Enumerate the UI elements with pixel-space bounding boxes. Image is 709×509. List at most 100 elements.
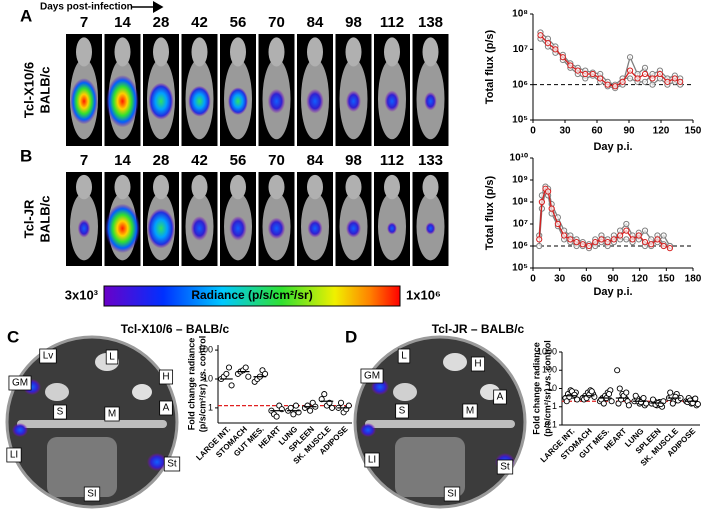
point	[649, 75, 656, 82]
mouse-head	[268, 37, 285, 67]
y-tick-label: 0.1	[544, 419, 557, 429]
organ-label: A	[497, 392, 504, 403]
x-tick-label: 0	[530, 126, 536, 137]
point	[667, 389, 674, 396]
point	[245, 373, 252, 380]
point	[625, 402, 632, 409]
day-label: 98	[345, 152, 362, 169]
point	[614, 367, 621, 374]
signal	[190, 216, 209, 241]
point	[604, 81, 611, 88]
y-tick-label: 10¹⁰	[510, 153, 528, 164]
point	[641, 64, 649, 71]
x-axis-label: Day p.i.	[593, 141, 632, 153]
point	[669, 400, 676, 407]
point	[660, 242, 667, 250]
organ-label-box	[105, 349, 119, 365]
x-tick-label: 30	[554, 274, 566, 285]
mouse-head	[307, 174, 323, 200]
panel-title: Tcl-X10/6 – BALB/c	[121, 322, 230, 336]
organ-label: SI	[447, 489, 456, 500]
point	[626, 67, 634, 74]
point	[612, 83, 619, 90]
point	[225, 364, 233, 371]
point	[619, 78, 626, 85]
mouse-head	[114, 174, 131, 200]
signal	[306, 88, 324, 114]
panel-letter: A	[20, 6, 32, 25]
organ-label: Lv	[43, 351, 54, 362]
point	[666, 245, 673, 252]
y-tick-label: 10⁷	[513, 44, 528, 55]
point	[692, 395, 699, 402]
point	[228, 382, 235, 389]
point	[574, 396, 581, 403]
point	[304, 402, 311, 409]
y-axis-label: (p/s/cm²/sr) vs. control	[197, 336, 207, 433]
row-label: BALB/c	[37, 196, 52, 243]
colorbar-min: 3x10³	[65, 287, 99, 302]
signal	[424, 91, 437, 111]
organ-label: L	[109, 352, 115, 363]
y-tick-label: 10⁷	[513, 219, 528, 230]
organ-label: L	[401, 351, 407, 362]
x-tick-label: 90	[623, 126, 635, 137]
panel-title: Tcl-JR – BALB/c	[432, 322, 525, 336]
organ-label: M	[466, 406, 474, 417]
signal	[267, 217, 286, 240]
point	[660, 232, 667, 239]
point	[600, 400, 607, 407]
day-label: 14	[114, 14, 131, 31]
point	[654, 236, 661, 243]
y-tick-label: 10	[547, 383, 557, 393]
organ-label-box	[360, 368, 384, 384]
panel-header: Days post-infection	[40, 2, 133, 13]
colorbar-title: Radiance (p/s/cm²/sr)	[191, 288, 312, 302]
point	[626, 54, 634, 61]
point	[262, 370, 269, 377]
signal	[70, 78, 98, 125]
point	[623, 220, 630, 228]
point	[623, 236, 630, 243]
signal	[229, 216, 247, 241]
x-tick-label: 150	[685, 126, 702, 137]
day-label: 112	[380, 14, 404, 31]
signal	[105, 203, 140, 254]
x-tick-label: 150	[658, 274, 675, 285]
day-label: 28	[153, 14, 170, 31]
signal	[387, 222, 397, 235]
x-tick-label: 120	[631, 274, 648, 285]
point	[548, 205, 555, 212]
point	[641, 239, 649, 246]
organ-label: LI	[368, 455, 376, 466]
point	[641, 70, 649, 78]
point	[635, 232, 642, 239]
mouse-head	[230, 37, 246, 67]
mouse-head	[345, 174, 362, 200]
organ-label: A	[163, 403, 170, 414]
organ	[393, 383, 417, 401]
point	[573, 239, 580, 246]
day-label: 56	[230, 14, 247, 31]
y-tick-label: 10⁸	[512, 197, 528, 208]
point	[290, 411, 297, 418]
x-tick-label: 0	[530, 274, 536, 285]
point	[623, 389, 630, 396]
point	[585, 242, 593, 250]
y-tick-label: 1000	[537, 346, 557, 356]
point	[321, 391, 328, 398]
mouse-head	[422, 37, 439, 67]
day-label: 7	[80, 152, 88, 169]
point	[664, 78, 671, 85]
y-axis-label: Fold change radiance	[186, 338, 196, 431]
intestine	[395, 437, 465, 497]
organ-label-box	[158, 369, 174, 385]
y-tick-label: 10⁶	[512, 241, 528, 252]
x-tick-label: 30	[559, 126, 571, 137]
point	[545, 188, 552, 195]
point	[591, 393, 598, 400]
organ-label: M	[108, 409, 116, 420]
signal	[147, 453, 167, 471]
point	[574, 67, 581, 74]
